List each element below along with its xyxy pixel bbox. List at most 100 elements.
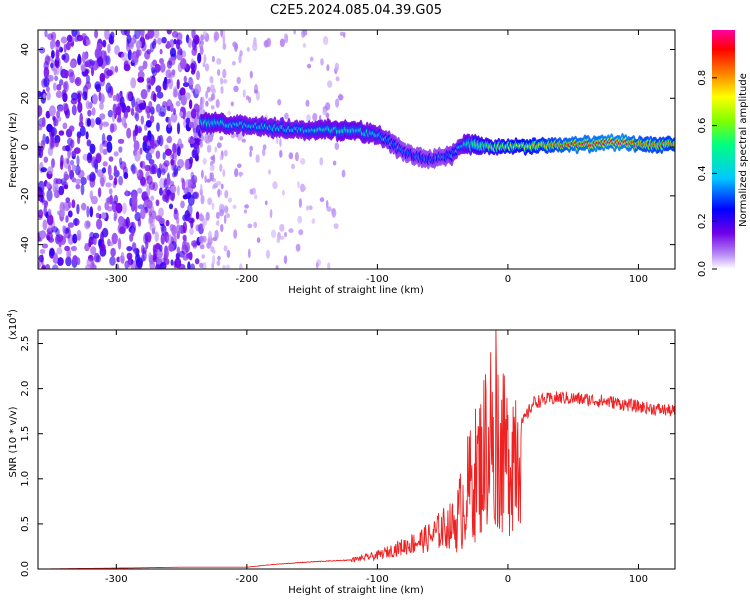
noise-blob [184, 158, 190, 171]
noise-blob [166, 60, 173, 69]
noise-blob [173, 108, 176, 115]
noise-blob [199, 244, 205, 250]
snr-frame [37, 329, 676, 570]
noise-blob [86, 153, 93, 164]
noise-blob [174, 257, 182, 269]
noise-blob [220, 86, 224, 94]
noise-blob [176, 122, 181, 135]
noise-blob [254, 194, 258, 200]
noise-blob [113, 211, 118, 220]
noise-blob [44, 30, 48, 38]
noise-blob [75, 178, 81, 185]
noise-blob [89, 60, 95, 66]
noise-blob [298, 198, 302, 208]
noise-blob [106, 196, 114, 205]
noise-blob [84, 220, 91, 230]
noise-blob [56, 84, 62, 91]
noise-blob [56, 110, 61, 119]
noise-blob [320, 58, 324, 66]
noise-blob [216, 142, 222, 149]
noise-blob [165, 219, 170, 227]
noise-blob [325, 102, 331, 111]
noise-blob [79, 125, 86, 137]
noise-blob [83, 52, 88, 60]
noise-blob [191, 30, 196, 40]
noise-blob [96, 56, 104, 67]
noise-blob [195, 211, 200, 220]
noise-blob [123, 63, 131, 72]
noise-blob [137, 187, 143, 194]
noise-blob [276, 237, 281, 244]
colorbar-tick-label: 0.6 [697, 118, 708, 134]
noise-blob [230, 101, 234, 107]
noise-blob [200, 46, 204, 51]
noise-blob [326, 206, 332, 212]
noise-blob [140, 208, 146, 220]
noise-blob [210, 172, 214, 182]
noise-blob [220, 183, 224, 190]
noise-blob [232, 204, 237, 209]
noise-blob [288, 228, 294, 233]
noise-blob [150, 140, 155, 149]
noise-blob [138, 102, 146, 110]
noise-blob [89, 231, 95, 241]
noise-blob [168, 243, 175, 252]
noise-blob [91, 256, 95, 268]
noise-blob [126, 127, 132, 139]
noise-blob [166, 234, 173, 245]
bottom-y-axis-label: SNR (10 * v/v) [8, 406, 19, 477]
noise-blob [206, 178, 211, 183]
noise-blob [252, 41, 258, 52]
noise-blob [246, 47, 250, 52]
noise-blob [153, 30, 160, 39]
noise-blob [63, 173, 70, 181]
noise-blob [297, 181, 300, 189]
noise-blob [327, 262, 331, 269]
noise-blob [46, 189, 53, 202]
noise-blob [136, 257, 143, 268]
noise-blob [39, 249, 46, 254]
noise-blob [130, 77, 137, 89]
snr-series-line [38, 330, 675, 569]
noise-blob [185, 92, 191, 100]
noise-blob [220, 224, 224, 233]
noise-blob [48, 105, 56, 117]
noise-blob [96, 218, 103, 230]
noise-blob [204, 63, 210, 72]
noise-blob [50, 39, 56, 48]
noise-blob [325, 199, 329, 209]
y-tick-label: 20 [20, 92, 31, 105]
noise-blob [194, 258, 200, 265]
noise-blob [179, 111, 184, 117]
spectrogram-frame [37, 29, 676, 270]
noise-blob [126, 105, 131, 113]
noise-blob [46, 235, 51, 241]
noise-blob [283, 33, 289, 43]
noise-blob [203, 54, 207, 64]
noise-blob [157, 37, 162, 45]
noise-blob [142, 60, 148, 70]
noise-blob [153, 248, 158, 260]
noise-blob [145, 145, 151, 151]
noise-blob [182, 194, 189, 200]
noise-blob [102, 39, 107, 48]
x-tick-label: 0 [505, 574, 511, 585]
noise-blob [131, 163, 136, 175]
noise-blob [185, 242, 190, 253]
noise-blob [40, 139, 45, 150]
noise-blob [183, 187, 189, 195]
noise-blob [134, 124, 139, 136]
noise-blob [80, 64, 86, 72]
noise-blob [311, 218, 316, 225]
noise-blob [89, 206, 94, 218]
noise-blob [77, 101, 83, 113]
noise-blob [253, 221, 258, 229]
noise-blob [222, 169, 226, 178]
noise-blob [190, 108, 197, 119]
noise-blob [182, 82, 190, 88]
noise-blob [148, 252, 152, 262]
noise-blob [204, 175, 207, 184]
noise-blob [146, 81, 151, 93]
noise-blob [181, 50, 186, 58]
